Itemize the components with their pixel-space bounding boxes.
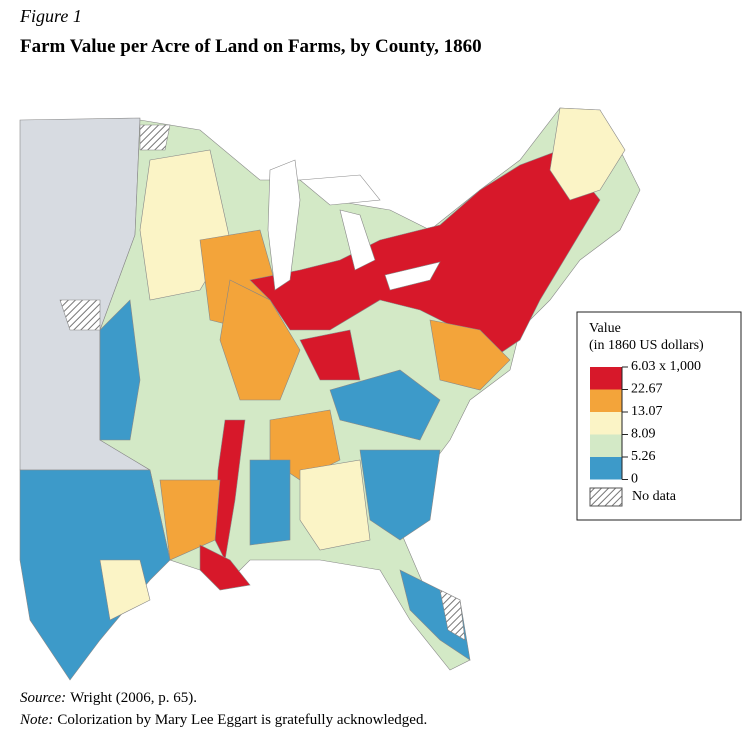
note-text: Colorization by Mary Lee Eggart is grate… [57, 712, 428, 728]
legend: Value (in 1860 US dollars) 6.03 x 1,000 22.… [589, 321, 704, 507]
map-region [267, 159, 301, 291]
map-region [339, 209, 376, 271]
map-region [429, 319, 511, 391]
map-region [384, 261, 441, 291]
map-region [439, 589, 466, 641]
map-region [299, 174, 381, 206]
legend-title: Value [589, 321, 621, 336]
figure-label: Figure 1 [20, 6, 82, 26]
figure-title: Farm Value per Acre of Land on Farms, by… [20, 36, 482, 57]
map-region [249, 459, 291, 546]
legend-break-label: 13.07 [631, 404, 663, 419]
note-label: Note: [20, 712, 54, 728]
legend-break-label: 5.26 [631, 449, 656, 464]
map-region [219, 279, 301, 401]
note: Note: Colorization by Mary Lee Eggart is … [20, 712, 427, 729]
legend-swatch [590, 434, 622, 457]
source-text: Wright (2006, p. 65). [70, 690, 197, 706]
legend-swatch [590, 367, 622, 390]
map-region [99, 559, 151, 621]
legend-break-label: 8.09 [631, 427, 656, 442]
legend-break-label: 22.67 [631, 382, 663, 397]
legend-break-label: 6.03 x 1,000 [631, 359, 701, 374]
map-region [139, 124, 171, 151]
map-region [199, 544, 251, 591]
map-region [19, 469, 171, 681]
source: Source: Wright (2006, p. 65). [20, 690, 197, 707]
legend-nodata-label: No data [632, 489, 677, 504]
map-region [549, 107, 626, 201]
map-region [359, 449, 441, 541]
map-region [299, 329, 361, 381]
legend-swatch [590, 389, 622, 412]
source-label: Source: [20, 690, 67, 706]
map-region [299, 459, 371, 551]
legend-swatch [590, 457, 622, 480]
legend-subtitle: (in 1860 US dollars) [589, 338, 704, 353]
legend-break-label: 0 [631, 472, 638, 487]
legend-swatch [590, 412, 622, 435]
county-map [19, 107, 641, 681]
map-region [99, 299, 141, 441]
map-region [59, 299, 101, 331]
map-region [329, 369, 441, 441]
legend-swatch-nodata [589, 487, 623, 507]
map-region [159, 479, 221, 561]
